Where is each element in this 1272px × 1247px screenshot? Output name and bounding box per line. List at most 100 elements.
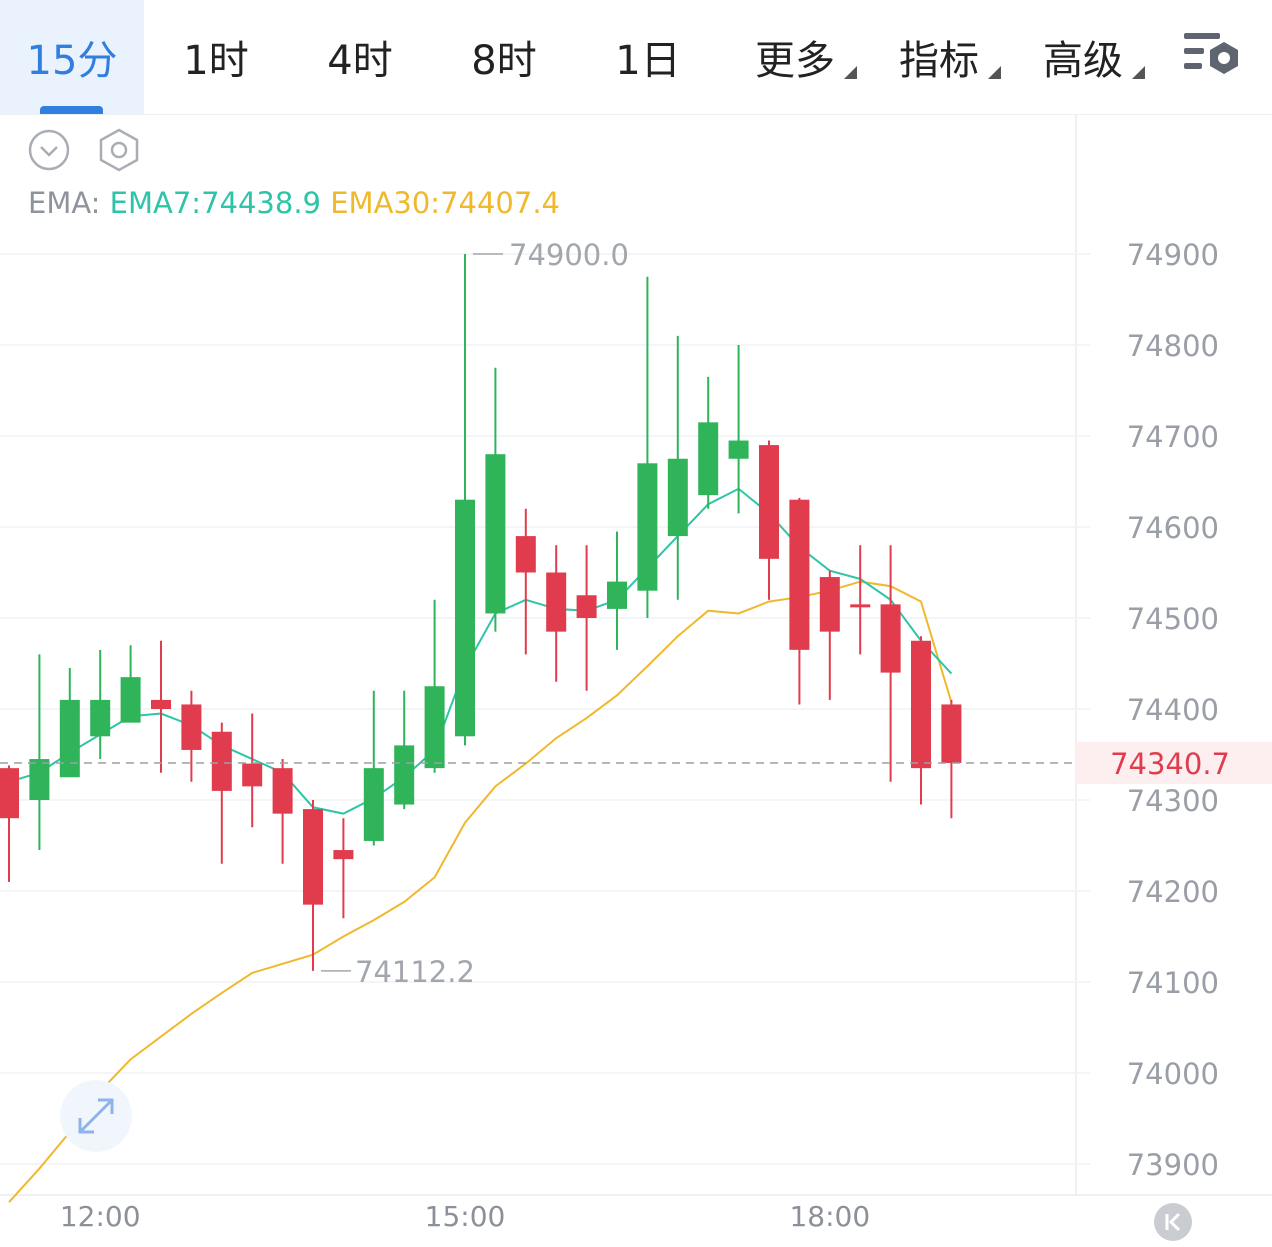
candle-up bbox=[363, 690, 384, 846]
candle-up bbox=[637, 276, 658, 618]
tab-1d[interactable]: 1日 bbox=[576, 0, 720, 114]
candle-body bbox=[0, 768, 19, 819]
y-tick-label: 74100 bbox=[1127, 966, 1219, 1000]
candle-down bbox=[546, 545, 567, 682]
low-marker-label: 74112.2 bbox=[355, 955, 475, 989]
candle-down bbox=[242, 713, 263, 828]
candle-down bbox=[181, 690, 202, 782]
expand-arrows-icon bbox=[78, 1098, 114, 1134]
candle-body bbox=[789, 499, 810, 650]
hexagon-settings-icon[interactable] bbox=[96, 127, 142, 173]
candle-body bbox=[819, 577, 840, 632]
candle-body bbox=[242, 763, 263, 787]
y-tick-label: 74800 bbox=[1127, 329, 1219, 363]
candle-body bbox=[29, 759, 50, 800]
candle-up bbox=[90, 649, 111, 760]
y-tick-label: 74300 bbox=[1127, 784, 1219, 818]
candle-body bbox=[759, 445, 779, 559]
candle-body bbox=[455, 499, 475, 737]
candle-body bbox=[181, 704, 202, 750]
y-tick-label: 73900 bbox=[1127, 1148, 1219, 1182]
candle-up bbox=[728, 345, 749, 514]
x-tick-label: 12:00 bbox=[60, 1200, 141, 1233]
candle-body bbox=[333, 850, 354, 860]
candle-down bbox=[333, 818, 354, 919]
candle-down bbox=[576, 545, 597, 691]
candle-up bbox=[120, 645, 141, 723]
chevron-down-circle-icon[interactable] bbox=[28, 129, 70, 171]
candle-down bbox=[911, 636, 931, 805]
candlestick-chart: 74900 74800 74700 74600 74500 74400 74300 74200… bbox=[0, 115, 1272, 1233]
candle-up bbox=[485, 367, 506, 632]
tab-label: 指标 bbox=[899, 38, 979, 84]
tab-1h[interactable]: 1时 bbox=[144, 0, 288, 114]
scroll-to-latest-button[interactable] bbox=[1154, 1203, 1192, 1241]
candle-up bbox=[667, 335, 688, 600]
ema7-line bbox=[8, 487, 953, 815]
candle-body bbox=[941, 704, 962, 763]
candle-down bbox=[272, 759, 293, 864]
candle-body bbox=[120, 677, 141, 723]
candle-body bbox=[637, 463, 658, 591]
candle-up bbox=[29, 654, 50, 851]
candle-body bbox=[911, 640, 931, 769]
candle-up bbox=[394, 690, 415, 810]
candle-body bbox=[151, 699, 171, 709]
candle-body bbox=[515, 536, 536, 573]
candle-up bbox=[455, 254, 475, 746]
candle-down bbox=[880, 545, 901, 782]
y-tick-label: 74500 bbox=[1127, 602, 1219, 636]
candle-body bbox=[272, 768, 293, 814]
candle-body bbox=[211, 731, 232, 791]
candle-body bbox=[485, 454, 506, 614]
interval-tabbar: 15分 1时 4时 8时 1日 更多 指标 高级 bbox=[0, 0, 1272, 115]
y-tick-label: 74200 bbox=[1127, 875, 1219, 909]
tab-4h[interactable]: 4时 bbox=[288, 0, 432, 114]
tab-more-dropdown[interactable]: 更多 bbox=[730, 0, 860, 114]
y-tick-label: 74000 bbox=[1127, 1057, 1219, 1091]
x-tick-label: 18:00 bbox=[789, 1200, 870, 1233]
current-price-label: 74340.7 bbox=[1110, 747, 1230, 781]
expand-button[interactable] bbox=[60, 1080, 132, 1152]
ema30-line bbox=[8, 580, 953, 1203]
candle-down bbox=[941, 699, 962, 819]
tab-15min[interactable]: 15分 bbox=[0, 0, 144, 114]
tab-label: 4时 bbox=[327, 38, 393, 84]
candle-body bbox=[546, 572, 567, 632]
candle-body bbox=[59, 699, 80, 778]
y-tick-label: 74400 bbox=[1127, 693, 1219, 727]
tab-8h[interactable]: 8时 bbox=[432, 0, 576, 114]
candle-down bbox=[819, 570, 840, 700]
candle-body bbox=[394, 745, 415, 805]
candle-body bbox=[667, 458, 688, 537]
y-tick-label: 74700 bbox=[1127, 420, 1219, 454]
candle-body bbox=[728, 440, 749, 459]
chart-settings-icon[interactable] bbox=[1180, 28, 1244, 82]
candle-up bbox=[698, 376, 719, 509]
chart-area[interactable]: 74900 74800 74700 74600 74500 74400 74300 74200… bbox=[0, 115, 1272, 1247]
candle-body bbox=[90, 699, 111, 737]
candle-body bbox=[880, 604, 901, 673]
dropdown-triangle-icon bbox=[988, 66, 1001, 79]
tab-label: 高级 bbox=[1043, 38, 1123, 84]
candle-body bbox=[607, 581, 627, 609]
tab-advanced-dropdown[interactable]: 高级 bbox=[1018, 0, 1148, 114]
candle-body bbox=[363, 768, 384, 841]
tab-label: 1时 bbox=[183, 38, 249, 84]
tab-label: 1日 bbox=[615, 38, 681, 84]
candle-body bbox=[424, 686, 445, 769]
candle-body bbox=[850, 604, 871, 608]
tab-label: 15分 bbox=[26, 38, 118, 84]
y-tick-label: 74600 bbox=[1127, 511, 1219, 545]
candle-down bbox=[789, 497, 810, 705]
y-tick-label: 74900 bbox=[1127, 238, 1219, 272]
candle-body bbox=[303, 809, 323, 905]
high-marker-label: 74900.0 bbox=[509, 238, 629, 272]
candle-body bbox=[576, 595, 597, 618]
current-price-tag bbox=[1076, 741, 1272, 784]
tab-indicators-dropdown[interactable]: 指标 bbox=[874, 0, 1004, 114]
ema7-value: EMA7:74438.9 bbox=[109, 186, 321, 220]
candle-down bbox=[515, 508, 536, 655]
candle-up bbox=[607, 531, 627, 650]
tab-label: 更多 bbox=[755, 38, 835, 84]
